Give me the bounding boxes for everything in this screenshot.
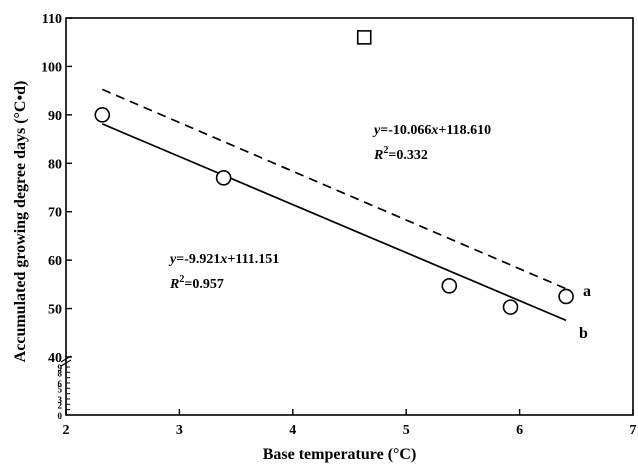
y-tick-label: 100 — [41, 60, 62, 75]
y-break-tick-label: 5 — [58, 384, 63, 394]
equation-part: x — [430, 123, 438, 138]
y-break-tick-label: 6 — [58, 379, 63, 389]
x-tick-label: 3 — [176, 423, 183, 438]
fit-line-b — [101, 123, 567, 322]
equation-part: =-9.921 — [176, 252, 220, 267]
square-point — [356, 30, 372, 45]
x-tick-label: 6 — [516, 423, 523, 438]
fit-equation: y=-9.921x+111.151 — [168, 252, 279, 267]
r2-prefix: R — [169, 277, 179, 292]
plot-frame — [65, 17, 634, 416]
y-break-tick-label: 3 — [58, 395, 63, 405]
y-axis-title: Accumulated growing degree days (°C•d) — [12, 81, 29, 363]
y-tick-label: 40 — [48, 351, 62, 366]
axis-break-mark — [60, 359, 72, 367]
equation-part: =-10.066 — [380, 123, 431, 138]
x-tick-label: 5 — [403, 423, 410, 438]
fit-equation: y=-10.066x+118.610 — [372, 123, 491, 138]
x-tick-label: 7 — [630, 423, 637, 438]
r2-prefix: R — [373, 148, 383, 163]
equation-part: x — [219, 252, 227, 267]
circle-point — [441, 278, 458, 294]
r2-superscript: 2 — [179, 274, 184, 285]
circle-point — [558, 288, 574, 305]
r-squared-label: R2=0.332 — [373, 145, 428, 163]
x-tick-label: 2 — [63, 423, 70, 438]
y-tick-label: 110 — [42, 12, 62, 27]
x-axis-title: Base temperature (°C) — [263, 446, 417, 463]
y-break-tick-label: 2 — [58, 400, 63, 410]
x-tick-label: 4 — [289, 423, 296, 438]
r2-value: =0.332 — [388, 148, 427, 163]
equation-part: y — [372, 123, 381, 138]
y-tick-label: 60 — [48, 254, 62, 269]
r2-superscript: 2 — [383, 145, 388, 156]
r-squared-label: R2=0.957 — [169, 274, 224, 292]
circle-point — [215, 170, 232, 186]
equation-part: +111.151 — [227, 252, 279, 267]
y-tick-label: 50 — [48, 303, 62, 318]
y-break-tick-label: 0 — [58, 411, 63, 421]
y-tick-label: 70 — [48, 206, 62, 221]
r2-value: =0.957 — [184, 277, 223, 292]
y-break-tick-label: 9 — [58, 363, 63, 373]
y-tick-label: 80 — [48, 157, 62, 172]
text-group: 2 3 4 5 6 74050607080901001100235689aby=-10.0… — [12, 12, 637, 463]
circle-point — [502, 299, 519, 315]
fit-line-label-a: a — [583, 283, 591, 300]
y-tick-label: 90 — [48, 109, 62, 124]
axis-break-mark — [60, 355, 72, 363]
equation-part: +118.610 — [438, 123, 491, 138]
marks-group — [94, 30, 574, 322]
circle-point — [94, 107, 111, 123]
plot-frame-group — [60, 17, 634, 416]
fit-line-label-b: b — [579, 325, 588, 342]
y-break-tick-label: 8 — [58, 368, 63, 378]
fit-line-a — [101, 88, 567, 290]
equation-part: y — [168, 252, 177, 267]
